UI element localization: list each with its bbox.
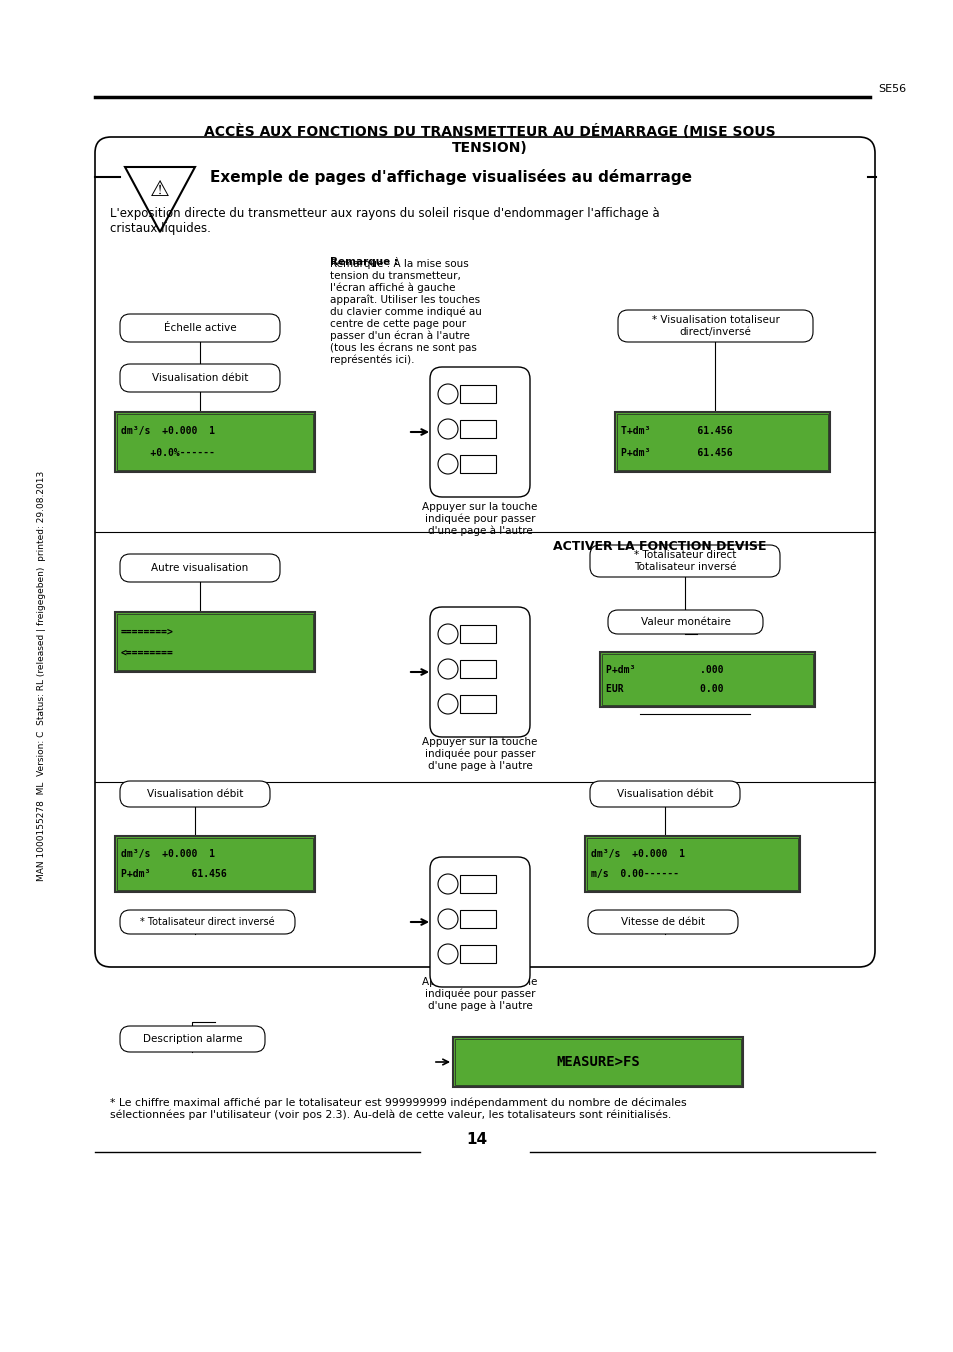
Circle shape bbox=[437, 909, 457, 929]
Circle shape bbox=[437, 384, 457, 404]
Bar bbox=[117, 838, 313, 890]
Bar bbox=[599, 652, 814, 707]
FancyBboxPatch shape bbox=[430, 857, 530, 987]
Text: Appuyer sur la touche
indiquée pour passer
d'une page à l'autre: Appuyer sur la touche indiquée pour pass… bbox=[422, 977, 537, 1011]
Bar bbox=[459, 695, 496, 713]
Bar bbox=[584, 836, 800, 892]
Text: * Visualisation totaliseur
direct/inversé: * Visualisation totaliseur direct/invers… bbox=[651, 315, 779, 337]
Text: MEASURE>FS: MEASURE>FS bbox=[556, 1055, 639, 1069]
Text: T+dm³        61.456: T+dm³ 61.456 bbox=[620, 426, 732, 437]
FancyBboxPatch shape bbox=[430, 366, 530, 498]
Text: Visualisation débit: Visualisation débit bbox=[617, 790, 713, 799]
FancyBboxPatch shape bbox=[607, 610, 762, 634]
Text: EUR             0.00: EUR 0.00 bbox=[605, 684, 722, 695]
FancyBboxPatch shape bbox=[120, 910, 294, 934]
Bar bbox=[459, 910, 496, 927]
Text: * Le chiffre maximal affiché par le totalisateur est 999999999 indépendamment du: * Le chiffre maximal affiché par le tota… bbox=[110, 1096, 686, 1119]
Text: P+dm³       61.456: P+dm³ 61.456 bbox=[121, 869, 227, 879]
Text: * Totalisateur direct
Totalisateur inversé: * Totalisateur direct Totalisateur inver… bbox=[633, 550, 736, 572]
FancyBboxPatch shape bbox=[120, 314, 280, 342]
Text: Description alarme: Description alarme bbox=[143, 1034, 242, 1044]
Text: +0.0%------: +0.0%------ bbox=[121, 448, 214, 458]
FancyBboxPatch shape bbox=[95, 137, 874, 967]
Bar bbox=[459, 945, 496, 963]
Text: Vitesse de débit: Vitesse de débit bbox=[620, 917, 704, 927]
FancyBboxPatch shape bbox=[120, 1026, 265, 1052]
Bar bbox=[115, 836, 314, 892]
Text: Exemple de pages d'affichage visualisées au démarrage: Exemple de pages d'affichage visualisées… bbox=[210, 169, 691, 185]
Text: L'exposition directe du transmetteur aux rayons du soleil risque d'endommager l': L'exposition directe du transmetteur aux… bbox=[110, 207, 659, 235]
Bar bbox=[115, 412, 314, 472]
Bar bbox=[615, 412, 829, 472]
Text: dm³/s  +0.000  1: dm³/s +0.000 1 bbox=[121, 849, 214, 859]
Text: * Totalisateur direct inversé: * Totalisateur direct inversé bbox=[140, 917, 274, 927]
Text: ⚠: ⚠ bbox=[150, 180, 170, 200]
Bar bbox=[601, 654, 812, 704]
FancyBboxPatch shape bbox=[589, 781, 740, 807]
Text: MAN 1000155278  ML  Version: C  Status: RL (released | freigegeben)  printed: 29: MAN 1000155278 ML Version: C Status: RL … bbox=[37, 470, 47, 882]
Text: Valeur monétaire: Valeur monétaire bbox=[639, 617, 730, 627]
Bar bbox=[453, 1037, 742, 1087]
FancyBboxPatch shape bbox=[589, 545, 780, 577]
Text: dm³/s  +0.000  1: dm³/s +0.000 1 bbox=[121, 426, 214, 437]
Circle shape bbox=[437, 944, 457, 964]
Text: ========>: ========> bbox=[121, 626, 173, 637]
Text: <========: <======== bbox=[121, 648, 173, 658]
Text: 14: 14 bbox=[466, 1132, 487, 1146]
Text: P+dm³           .000: P+dm³ .000 bbox=[605, 665, 722, 675]
Bar bbox=[459, 420, 496, 438]
Text: Autre visualisation: Autre visualisation bbox=[152, 562, 249, 573]
Circle shape bbox=[437, 873, 457, 894]
Text: Appuyer sur la touche
indiquée pour passer
d'une page à l'autre: Appuyer sur la touche indiquée pour pass… bbox=[422, 502, 537, 537]
Circle shape bbox=[437, 625, 457, 644]
Text: Remarque :: Remarque : bbox=[330, 257, 397, 266]
Text: P+dm³        61.456: P+dm³ 61.456 bbox=[620, 448, 732, 458]
Bar bbox=[459, 385, 496, 403]
Bar bbox=[459, 660, 496, 677]
FancyBboxPatch shape bbox=[587, 910, 738, 934]
FancyBboxPatch shape bbox=[120, 781, 270, 807]
FancyBboxPatch shape bbox=[430, 607, 530, 737]
Bar bbox=[117, 614, 313, 671]
Text: ACTIVER LA FONCTION DEVISE: ACTIVER LA FONCTION DEVISE bbox=[553, 539, 766, 553]
Text: Visualisation débit: Visualisation débit bbox=[147, 790, 243, 799]
Bar bbox=[115, 612, 314, 672]
Bar bbox=[586, 838, 797, 890]
Circle shape bbox=[437, 658, 457, 679]
Text: dm³/s  +0.000  1: dm³/s +0.000 1 bbox=[590, 849, 684, 859]
Text: Échelle active: Échelle active bbox=[164, 323, 236, 333]
Bar bbox=[117, 414, 313, 470]
FancyBboxPatch shape bbox=[120, 554, 280, 581]
Bar bbox=[459, 625, 496, 644]
Circle shape bbox=[437, 694, 457, 714]
Text: Visualisation débit: Visualisation débit bbox=[152, 373, 248, 383]
Bar bbox=[459, 456, 496, 473]
Circle shape bbox=[437, 419, 457, 439]
Bar bbox=[617, 414, 827, 470]
Circle shape bbox=[437, 454, 457, 475]
Bar bbox=[459, 875, 496, 894]
Text: Appuyer sur la touche
indiquée pour passer
d'une page à l'autre: Appuyer sur la touche indiquée pour pass… bbox=[422, 737, 537, 772]
FancyBboxPatch shape bbox=[120, 364, 280, 392]
Text: m/s  0.00------: m/s 0.00------ bbox=[590, 869, 679, 879]
Text: Remarque : À la mise sous
tension du transmetteur,
l'écran affiché à gauche
appa: Remarque : À la mise sous tension du tra… bbox=[330, 257, 481, 365]
Bar bbox=[455, 1038, 740, 1086]
FancyBboxPatch shape bbox=[618, 310, 812, 342]
Text: ACCÈS AUX FONCTIONS DU TRANSMETTEUR AU DÉMARRAGE (MISE SOUS
TENSION): ACCÈS AUX FONCTIONS DU TRANSMETTEUR AU D… bbox=[204, 124, 775, 155]
Text: SE56: SE56 bbox=[877, 84, 905, 95]
